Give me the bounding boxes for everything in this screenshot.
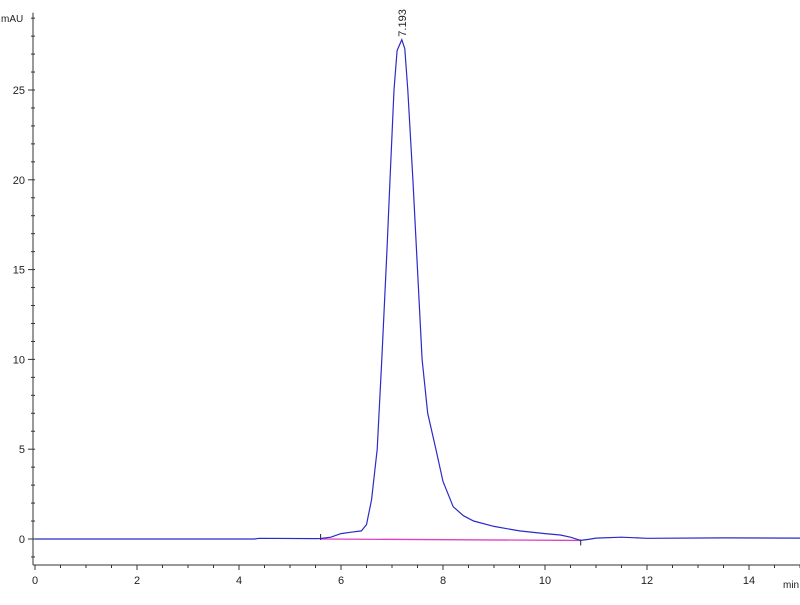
x-tick-label: 0 <box>32 575 38 587</box>
peak-label: 7.193 <box>397 9 409 37</box>
y-tick-label: 25 <box>13 85 25 97</box>
y-tick-label: 5 <box>19 444 25 456</box>
x-tick-label: 4 <box>236 575 242 587</box>
y-tick-label: 20 <box>13 175 25 187</box>
integration-baseline <box>320 538 581 542</box>
x-tick-label: 12 <box>641 575 653 587</box>
y-tick-label: 10 <box>13 354 25 366</box>
axes: 0 2 4 6 8 10 12 14 0 5 10 15 20 25 <box>13 12 800 587</box>
x-tick-label: 2 <box>134 575 140 587</box>
y-axis-label: mAU <box>1 14 23 25</box>
x-tick-label: 8 <box>440 575 446 587</box>
x-tick-label: 6 <box>338 575 344 587</box>
x-tick-label: 10 <box>539 575 551 587</box>
x-axis-label: min <box>783 580 799 591</box>
y-tick-label: 15 <box>13 265 25 277</box>
chromatogram-trace <box>35 38 800 542</box>
y-tick-label: 0 <box>19 534 25 546</box>
plot-area <box>35 38 800 546</box>
x-tick-label: 14 <box>743 575 755 587</box>
